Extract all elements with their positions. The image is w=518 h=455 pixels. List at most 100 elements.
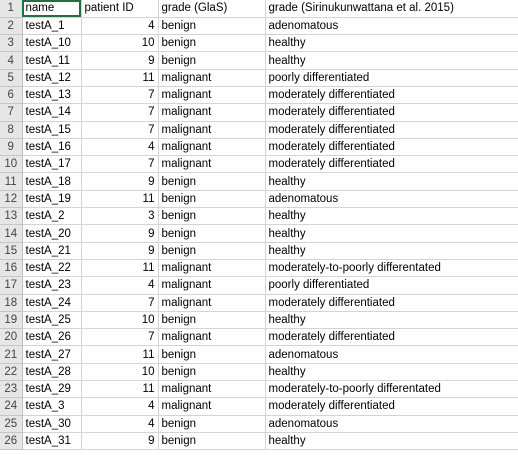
row-number[interactable]: 2 bbox=[0, 17, 23, 36]
cell-patient-id[interactable]: 11 bbox=[81, 345, 159, 364]
cell-grade-sirinukunwattana[interactable]: moderately differentiated bbox=[265, 138, 518, 157]
cell-patient-id[interactable]: 11 bbox=[81, 69, 159, 87]
cell-grade-glas[interactable]: malignant bbox=[158, 69, 266, 87]
cell-grade-sirinukunwattana[interactable]: healthy bbox=[265, 432, 518, 451]
cell-name[interactable]: testA_18 bbox=[22, 172, 82, 191]
row-number[interactable]: 24 bbox=[0, 397, 23, 416]
cell-grade-sirinukunwattana[interactable]: moderately differentiated bbox=[265, 397, 518, 416]
cell-grade-sirinukunwattana[interactable]: healthy bbox=[265, 311, 518, 330]
cell-grade-glas[interactable]: malignant bbox=[158, 86, 266, 105]
cell-name[interactable]: testA_26 bbox=[22, 328, 82, 347]
cell-grade-glas[interactable]: malignant bbox=[158, 328, 266, 347]
row-number[interactable]: 14 bbox=[0, 224, 23, 243]
header-cell-patient-id[interactable]: patient ID bbox=[81, 0, 159, 18]
row-number[interactable]: 25 bbox=[0, 415, 23, 433]
cell-patient-id[interactable]: 7 bbox=[81, 121, 159, 139]
cell-patient-id[interactable]: 7 bbox=[81, 155, 159, 174]
cell-name[interactable]: testA_15 bbox=[22, 121, 82, 139]
cell-name[interactable]: testA_12 bbox=[22, 69, 82, 87]
cell-name[interactable]: testA_10 bbox=[22, 34, 82, 53]
cell-grade-sirinukunwattana[interactable]: adenomatous bbox=[265, 345, 518, 364]
cell-name[interactable]: testA_11 bbox=[22, 51, 82, 70]
cell-grade-glas[interactable]: benign bbox=[158, 415, 266, 433]
cell-patient-id[interactable]: 9 bbox=[81, 432, 159, 451]
cell-name[interactable]: testA_13 bbox=[22, 86, 82, 105]
cell-patient-id[interactable]: 10 bbox=[81, 311, 159, 330]
cell-grade-glas[interactable]: malignant bbox=[158, 380, 266, 399]
cell-patient-id[interactable]: 9 bbox=[81, 51, 159, 70]
cell-grade-sirinukunwattana[interactable]: poorly differentiated bbox=[265, 276, 518, 295]
cell-grade-sirinukunwattana[interactable]: adenomatous bbox=[265, 17, 518, 36]
cell-name[interactable]: testA_24 bbox=[22, 294, 82, 312]
cell-name[interactable]: testA_1 bbox=[22, 17, 82, 36]
cell-grade-glas[interactable]: malignant bbox=[158, 259, 266, 278]
cell-patient-id[interactable]: 7 bbox=[81, 294, 159, 312]
row-number[interactable]: 15 bbox=[0, 242, 23, 260]
cell-patient-id[interactable]: 4 bbox=[81, 17, 159, 36]
header-cell-name[interactable]: name bbox=[22, 0, 82, 18]
row-number[interactable]: 3 bbox=[0, 34, 23, 53]
cell-grade-sirinukunwattana[interactable]: moderately differentiated bbox=[265, 294, 518, 312]
row-number[interactable]: 8 bbox=[0, 121, 23, 139]
row-number[interactable]: 23 bbox=[0, 380, 23, 399]
cell-name[interactable]: testA_3 bbox=[22, 397, 82, 416]
cell-name[interactable]: testA_19 bbox=[22, 190, 82, 209]
cell-grade-sirinukunwattana[interactable]: healthy bbox=[265, 51, 518, 70]
cell-grade-glas[interactable]: benign bbox=[158, 345, 266, 364]
cell-grade-glas[interactable]: benign bbox=[158, 17, 266, 36]
row-number[interactable]: 21 bbox=[0, 345, 23, 364]
row-number[interactable]: 19 bbox=[0, 311, 23, 330]
cell-patient-id[interactable]: 11 bbox=[81, 380, 159, 399]
cell-name[interactable]: testA_22 bbox=[22, 259, 82, 278]
cell-name[interactable]: testA_29 bbox=[22, 380, 82, 399]
cell-patient-id[interactable]: 7 bbox=[81, 103, 159, 122]
cell-grade-glas[interactable]: malignant bbox=[158, 138, 266, 157]
cell-name[interactable]: testA_31 bbox=[22, 432, 82, 451]
cell-grade-glas[interactable]: benign bbox=[158, 311, 266, 330]
cell-patient-id[interactable]: 4 bbox=[81, 415, 159, 433]
row-number[interactable]: 17 bbox=[0, 276, 23, 295]
row-number[interactable]: 22 bbox=[0, 363, 23, 382]
cell-patient-id[interactable]: 11 bbox=[81, 190, 159, 209]
cell-grade-sirinukunwattana[interactable]: healthy bbox=[265, 207, 518, 226]
row-number[interactable]: 13 bbox=[0, 207, 23, 226]
cell-patient-id[interactable]: 3 bbox=[81, 207, 159, 226]
cell-grade-glas[interactable]: benign bbox=[158, 34, 266, 53]
cell-name[interactable]: testA_27 bbox=[22, 345, 82, 364]
cell-patient-id[interactable]: 11 bbox=[81, 259, 159, 278]
cell-grade-sirinukunwattana[interactable]: healthy bbox=[265, 363, 518, 382]
cell-patient-id[interactable]: 9 bbox=[81, 242, 159, 260]
cell-name[interactable]: testA_2 bbox=[22, 207, 82, 226]
cell-name[interactable]: testA_21 bbox=[22, 242, 82, 260]
row-number[interactable]: 26 bbox=[0, 432, 23, 451]
row-number[interactable]: 1 bbox=[0, 0, 23, 18]
cell-grade-glas[interactable]: benign bbox=[158, 51, 266, 70]
row-number[interactable]: 20 bbox=[0, 328, 23, 347]
header-cell-grade-glas[interactable]: grade (GlaS) bbox=[158, 0, 266, 18]
cell-name[interactable]: testA_25 bbox=[22, 311, 82, 330]
row-number[interactable]: 5 bbox=[0, 69, 23, 87]
row-number[interactable]: 7 bbox=[0, 103, 23, 122]
cell-patient-id[interactable]: 9 bbox=[81, 172, 159, 191]
cell-grade-sirinukunwattana[interactable]: healthy bbox=[265, 34, 518, 53]
cell-patient-id[interactable]: 9 bbox=[81, 224, 159, 243]
cell-grade-glas[interactable]: malignant bbox=[158, 294, 266, 312]
cell-patient-id[interactable]: 4 bbox=[81, 397, 159, 416]
cell-name[interactable]: testA_23 bbox=[22, 276, 82, 295]
cell-grade-sirinukunwattana[interactable]: moderately differentiated bbox=[265, 328, 518, 347]
cell-grade-glas[interactable]: benign bbox=[158, 172, 266, 191]
cell-name[interactable]: testA_30 bbox=[22, 415, 82, 433]
cell-grade-sirinukunwattana[interactable]: moderately differentiated bbox=[265, 155, 518, 174]
cell-name[interactable]: testA_16 bbox=[22, 138, 82, 157]
cell-grade-sirinukunwattana[interactable]: moderately differentiated bbox=[265, 103, 518, 122]
row-number[interactable]: 11 bbox=[0, 172, 23, 191]
cell-grade-sirinukunwattana[interactable]: healthy bbox=[265, 224, 518, 243]
cell-grade-glas[interactable]: benign bbox=[158, 363, 266, 382]
cell-grade-sirinukunwattana[interactable]: moderately differentiated bbox=[265, 121, 518, 139]
cell-grade-glas[interactable]: malignant bbox=[158, 276, 266, 295]
cell-grade-glas[interactable]: malignant bbox=[158, 121, 266, 139]
cell-patient-id[interactable]: 4 bbox=[81, 276, 159, 295]
cell-patient-id[interactable]: 7 bbox=[81, 328, 159, 347]
cell-patient-id[interactable]: 10 bbox=[81, 34, 159, 53]
row-number[interactable]: 12 bbox=[0, 190, 23, 209]
